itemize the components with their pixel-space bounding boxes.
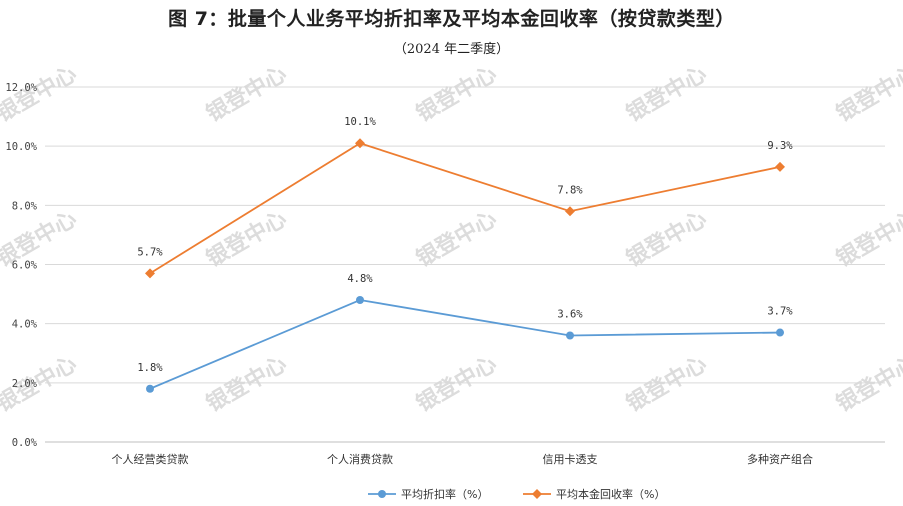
- x-category-2: 信用卡透支: [543, 453, 598, 466]
- point-0-2: [566, 331, 574, 340]
- watermark-7: 银登中心: [412, 207, 501, 273]
- chart-title: 图 7：批量个人业务平均折扣率及平均本金回收率（按贷款类型）: [168, 8, 735, 30]
- watermark-6: 银登中心: [202, 207, 291, 273]
- watermark-9: 银登中心: [832, 207, 903, 273]
- watermark-14: 银登中心: [832, 352, 903, 418]
- x-category-0: 个人经营类贷款: [112, 452, 189, 466]
- x-axis-categories: 个人经营类贷款 个人消费贷款 信用卡透支 多种资产组合: [112, 452, 814, 466]
- watermark-8: 银登中心: [622, 207, 711, 273]
- x-category-1: 个人消费贷款: [327, 452, 393, 466]
- legend-label-0: 平均折扣率（%）: [401, 487, 488, 501]
- data-label-1-2: 7.8%: [557, 184, 583, 196]
- watermark-13: 银登中心: [622, 352, 711, 418]
- grid-lines: [45, 86, 885, 443]
- x-category-3: 多种资产组合: [747, 452, 813, 466]
- series-line-0: [149, 299, 781, 390]
- point-0-3: [776, 328, 784, 337]
- data-label-0-1: 4.8%: [347, 273, 373, 285]
- data-label-0-2: 3.6%: [557, 309, 583, 321]
- legend-entry-1: 平均本金回收率（%）: [523, 487, 665, 501]
- watermark-0: 银登中心: [0, 62, 81, 128]
- data-label-1-0: 5.7%: [137, 246, 163, 258]
- data-label-1-3: 9.3%: [767, 140, 793, 152]
- point-1-1: [355, 138, 365, 149]
- y-tick-label-4: 8.0%: [12, 200, 38, 212]
- series-line-1: [149, 142, 781, 275]
- y-tick-label-1: 2.0%: [12, 378, 38, 390]
- legend-marker-0: [378, 490, 386, 498]
- series-1: 5.7% 10.1% 7.8% 9.3%: [137, 116, 793, 279]
- series-group: 1.8% 4.8% 3.6% 3.7% 5.7% 10.1% 7.8% 9.3%: [137, 116, 793, 393]
- data-label-0-0: 1.8%: [137, 362, 163, 374]
- watermark-4: 银登中心: [832, 62, 903, 128]
- y-tick-label-5: 10.0%: [5, 141, 37, 153]
- y-tick-label-3: 6.0%: [12, 260, 38, 272]
- y-tick-label-0: 0.0%: [12, 437, 38, 449]
- point-1-3: [775, 161, 785, 172]
- watermark-12: 银登中心: [412, 352, 501, 418]
- data-label-0-3: 3.7%: [767, 306, 793, 318]
- watermark-2: 银登中心: [412, 62, 501, 128]
- chart-subtitle: （2024 年二季度）: [393, 42, 510, 57]
- legend-entry-0: 平均折扣率（%）: [368, 487, 488, 501]
- legend-marker-1: [532, 489, 542, 499]
- data-label-1-1: 10.1%: [344, 116, 376, 128]
- point-1-0: [145, 268, 155, 279]
- watermark-3: 银登中心: [622, 62, 711, 128]
- point-0-1: [356, 296, 364, 304]
- y-axis-ticks: 0.0% 2.0% 4.0% 6.0% 8.0% 10.0% 12.0%: [5, 82, 37, 449]
- point-0-0: [146, 384, 154, 393]
- legend: 平均折扣率（%） 平均本金回收率（%）: [368, 487, 665, 501]
- legend-label-1: 平均本金回收率（%）: [556, 487, 665, 501]
- point-1-2: [565, 206, 575, 217]
- y-tick-label-2: 4.0%: [12, 319, 38, 331]
- series-0: 1.8% 4.8% 3.6% 3.7%: [137, 273, 793, 393]
- watermark-1: 银登中心: [202, 62, 291, 128]
- y-tick-label-6: 12.0%: [5, 82, 37, 94]
